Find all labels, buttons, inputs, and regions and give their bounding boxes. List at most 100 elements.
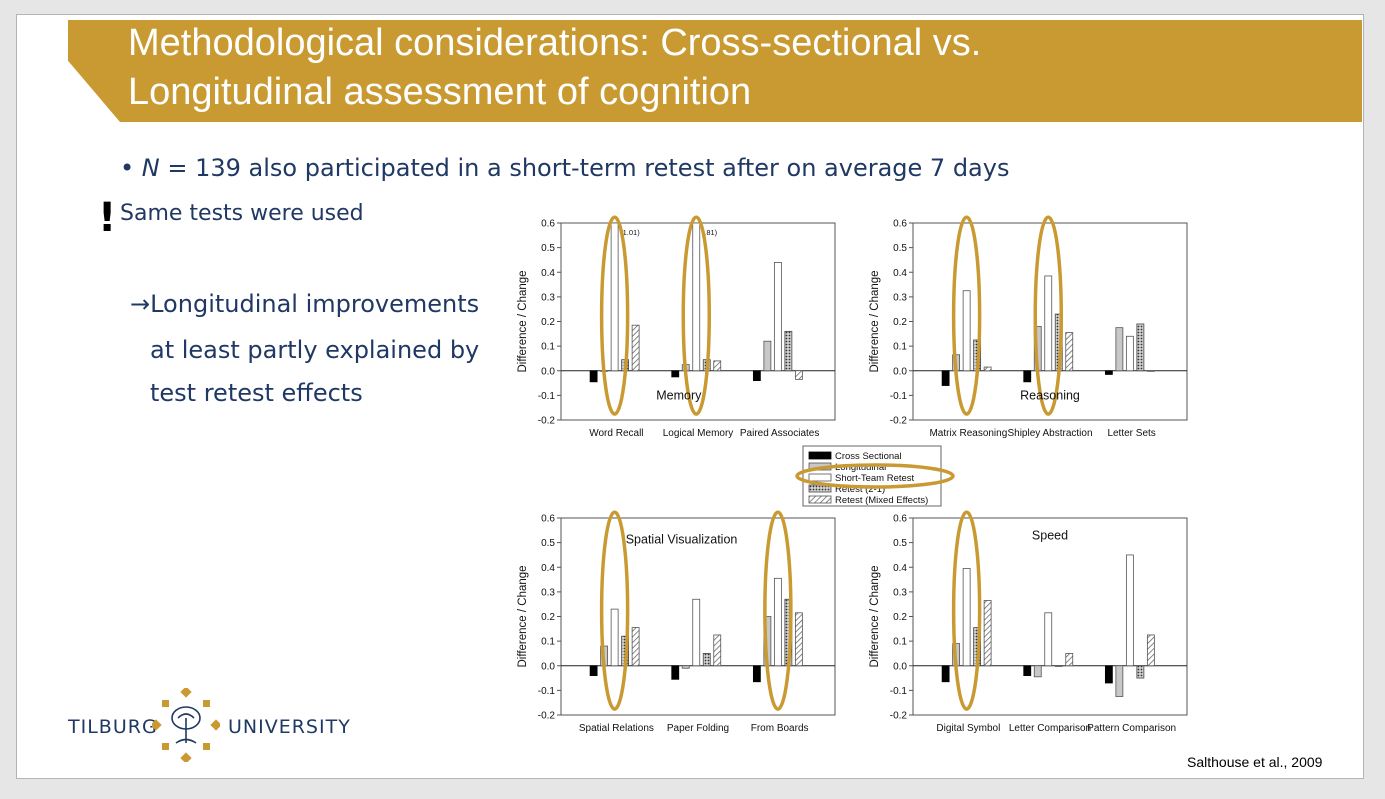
y-tick-label: 0.6 [893, 514, 907, 525]
bar [1125, 554, 1134, 667]
y-tick-label: 0.1 [541, 342, 555, 353]
y-tick-label: 0.3 [541, 292, 555, 303]
bar [1146, 370, 1155, 372]
category-label: Digital Symbol [936, 723, 1000, 734]
bar [1136, 323, 1145, 372]
citation: Salthouse et al., 2009 [1187, 754, 1323, 770]
bar [941, 665, 950, 683]
y-tick-label: 0.4 [893, 563, 907, 574]
bar [784, 330, 793, 372]
bar [1104, 665, 1113, 684]
highlight-ring [951, 510, 982, 711]
bar-value-annotation: (1.01) [620, 228, 640, 237]
bar [752, 665, 761, 683]
bar [794, 370, 803, 380]
y-tick-label: 0.6 [541, 514, 555, 525]
y-tick-label: 0.1 [893, 342, 907, 353]
bar [941, 370, 950, 386]
y-tick-label: -0.2 [538, 711, 556, 722]
y-tick-label: 0.1 [893, 637, 907, 648]
bar [671, 370, 680, 378]
bar [631, 627, 640, 667]
category-label: From Boards [751, 723, 809, 734]
bar [692, 598, 701, 667]
y-tick-label: -0.2 [890, 711, 908, 722]
legend-swatch [808, 495, 832, 504]
slide-title-line-2: Longitudinal assessment of cognition [128, 71, 752, 113]
bullet-marker: • [120, 154, 142, 182]
y-tick-label: 0.0 [541, 661, 555, 672]
bar [763, 340, 772, 372]
bullet-point-1-text: = 139 also participated in a short-term … [159, 154, 1010, 182]
figure-bar-charts: 0.6 0.5 0.4 0.3 0.2 0.1 0.0 -0.1 -0.2 Difference … [517, 215, 1188, 734]
category-label: Paper Folding [667, 723, 729, 734]
y-axis-label: Difference / Change [517, 270, 529, 372]
highlight-ring [599, 215, 630, 416]
bar [962, 290, 971, 372]
panel-label: Memory [656, 388, 702, 402]
y-tick-label: 0.6 [541, 219, 555, 230]
legend-entry: Short-Team Retest [835, 473, 915, 484]
chart-panel-3: 0.6 0.5 0.4 0.3 0.2 0.1 0.0 -0.1 -0.2 Difference … [517, 510, 836, 734]
conclusion-line-2: at least partly explained by [150, 336, 480, 364]
sample-size-symbol: N [141, 154, 160, 182]
legend-entry: Retest (Mixed Effects) [835, 495, 928, 506]
bar [1044, 612, 1053, 667]
conclusion-line-3: test retest effects [150, 379, 363, 407]
bar [1115, 665, 1124, 697]
bar [1104, 370, 1113, 375]
highlight-ring [795, 463, 955, 489]
chart-panel-1: 0.6 0.5 0.4 0.3 0.2 0.1 0.0 -0.1 -0.2 Difference … [517, 215, 836, 439]
y-axis-label: Difference / Change [869, 270, 881, 372]
bar [962, 568, 971, 667]
y-tick-label: -0.2 [890, 416, 908, 427]
bar [681, 665, 690, 669]
category-label: Pattern Comparison [1087, 723, 1176, 734]
category-label: Matrix Reasoning [929, 428, 1007, 439]
y-tick-label: 0.2 [541, 317, 555, 328]
bar-value-annotation: (.81) [702, 228, 718, 237]
bar [702, 653, 711, 667]
logo-text-tilburg: TILBURG [68, 716, 158, 738]
y-tick-label: 0.2 [541, 612, 555, 623]
y-tick-label: 0.5 [893, 243, 907, 254]
y-tick-label: 0.5 [541, 243, 555, 254]
category-label: Shipley Abstraction [1007, 428, 1092, 439]
panel-label: Spatial Visualization [626, 533, 738, 547]
bullet-point-1: • N = 139 also participated in a short-t… [120, 154, 1009, 182]
bar [773, 577, 782, 667]
bar [692, 222, 701, 372]
conclusion-line-1: →Longitudinal improvements [130, 290, 480, 318]
bar [1146, 634, 1155, 667]
bar [610, 608, 619, 667]
y-tick-label: 0.1 [541, 637, 555, 648]
bar [1115, 327, 1124, 372]
highlight-ring [951, 215, 982, 416]
legend-swatch [808, 473, 832, 482]
y-tick-label: 0.5 [893, 538, 907, 549]
highlight-ring [599, 510, 630, 711]
bar [1033, 665, 1042, 678]
y-tick-label: 0.0 [893, 661, 907, 672]
y-tick-label: 0.4 [541, 268, 555, 279]
bar [983, 600, 992, 667]
bar [713, 360, 722, 372]
y-tick-label: -0.1 [890, 391, 908, 402]
panel-label: Reasoning [1020, 388, 1080, 402]
panel-label: Speed [1032, 529, 1068, 543]
y-tick-label: -0.1 [890, 686, 908, 697]
y-tick-label: -0.1 [538, 391, 556, 402]
legend-entry: Longitudinal [835, 462, 886, 473]
bar [1065, 332, 1074, 372]
bar [589, 370, 598, 383]
chart-panel-4: 0.6 0.5 0.4 0.3 0.2 0.1 0.0 -0.1 -0.2 Difference … [869, 510, 1188, 734]
y-tick-label: 0.5 [541, 538, 555, 549]
y-tick-label: 0.2 [893, 317, 907, 328]
bar [1044, 275, 1053, 372]
bar [773, 262, 782, 372]
y-tick-label: 0.4 [893, 268, 907, 279]
y-axis-label: Difference / Change [869, 565, 881, 667]
bar [631, 324, 640, 372]
bar [1023, 370, 1032, 383]
